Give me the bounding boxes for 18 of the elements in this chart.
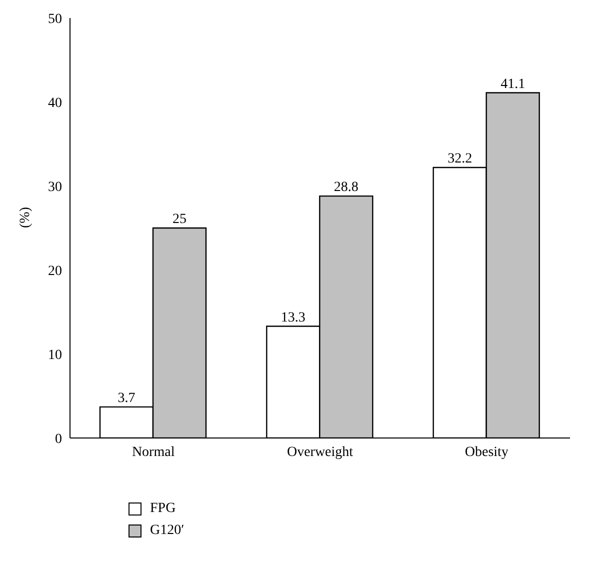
y-tick-label: 40 <box>48 96 62 111</box>
data-label: 13.3 <box>280 310 306 326</box>
legend-label: G120′ <box>150 523 184 539</box>
y-tick-label: 0 <box>55 432 62 447</box>
x-tick-label: Normal <box>132 444 175 460</box>
data-label: 32.2 <box>448 152 472 167</box>
legend-label: FPG <box>150 501 176 517</box>
y-tick-label: 20 <box>48 264 62 279</box>
x-tick-label: Obesity <box>464 444 508 460</box>
y-axis-title: (%) <box>18 206 33 228</box>
data-label: 3.7 <box>118 390 136 406</box>
y-tick-label: 30 <box>48 180 62 195</box>
y-tick-label: 10 <box>48 348 62 363</box>
data-label: 28.8 <box>334 180 358 196</box>
y-tick-label: 50 <box>48 12 62 27</box>
data-label: 41.1 <box>500 76 526 92</box>
data-label: 25 <box>172 212 186 227</box>
x-tick-label: Overweight <box>286 444 354 460</box>
